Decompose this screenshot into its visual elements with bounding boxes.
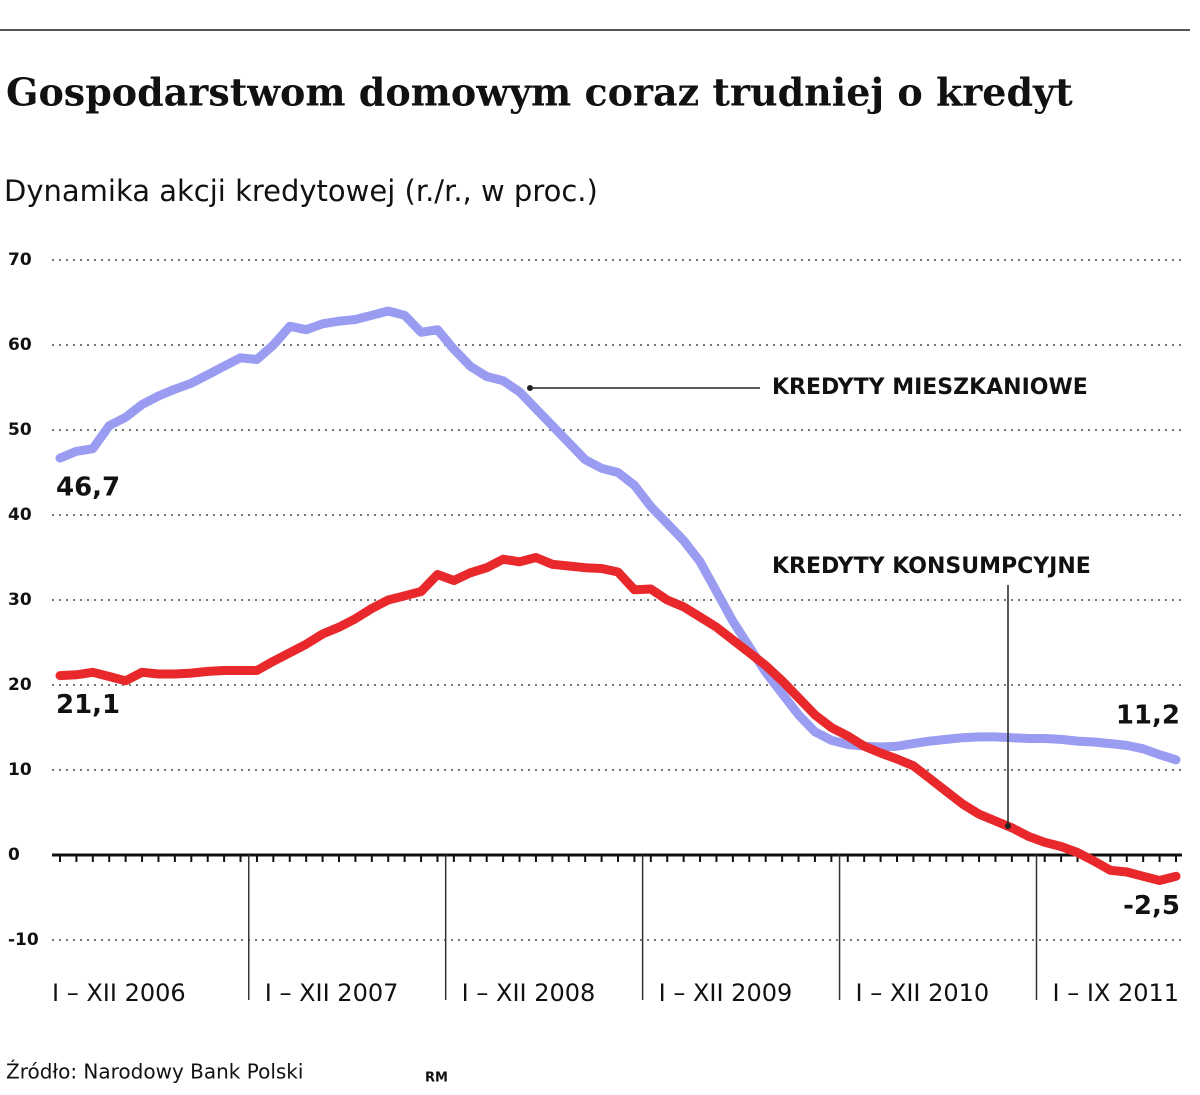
x-group-label: I – XII 2006 — [52, 979, 186, 1007]
y-tick-label: -10 — [8, 930, 39, 950]
value-label: 21,1 — [56, 690, 120, 720]
legend-label: KREDYTY KONSUMPCYJNE — [772, 554, 1091, 579]
leader-dot — [527, 385, 533, 391]
y-tick-label: 0 — [8, 845, 20, 865]
y-tick-label: 40 — [8, 505, 32, 525]
y-tick-label: 50 — [8, 420, 32, 440]
y-tick-label: 20 — [8, 675, 32, 695]
legend-label: KREDYTY MIESZKANIOWE — [772, 375, 1088, 400]
value-label: 11,2 — [1116, 700, 1180, 730]
series-line — [55, 306, 1181, 765]
y-tick-label: 70 — [8, 250, 32, 270]
y-tick-label: 10 — [8, 760, 32, 780]
credit: RM — [425, 1071, 448, 1086]
chart-subtitle: Dynamika akcji kredytowej (r./r., w proc… — [4, 174, 598, 208]
chart-title: Gospodarstwom domowym coraz trudniej o k… — [6, 70, 1073, 115]
series-line — [55, 553, 1181, 885]
y-tick-label: 60 — [8, 335, 32, 355]
y-tick-label: 30 — [8, 590, 32, 610]
x-group-label: I – XII 2007 — [265, 979, 399, 1007]
value-label: 46,7 — [56, 473, 120, 503]
source: Źródło: Narodowy Bank Polski — [6, 1060, 303, 1084]
leader-dot — [1005, 823, 1011, 829]
x-group-label: I – IX 2011 — [1053, 979, 1180, 1007]
x-group-label: I – XII 2010 — [856, 979, 990, 1007]
x-group-label: I – XII 2009 — [659, 979, 793, 1007]
x-group-label: I – XII 2008 — [462, 979, 596, 1007]
value-label: -2,5 — [1123, 891, 1180, 921]
